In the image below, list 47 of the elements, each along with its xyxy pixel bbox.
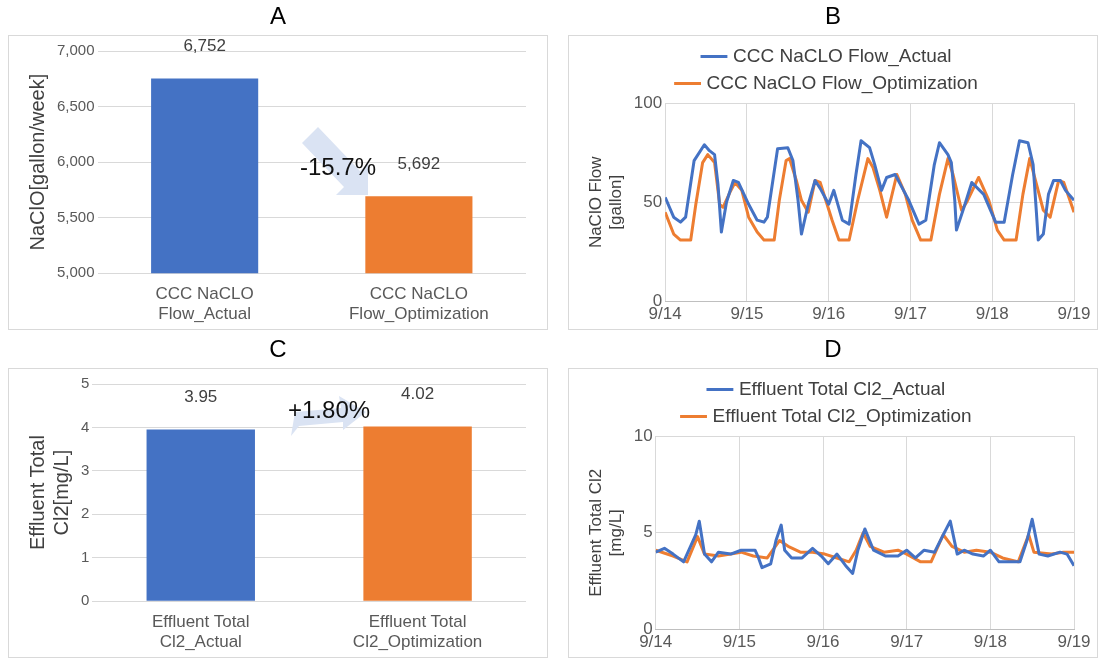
y-tick-label: 0 <box>81 591 90 609</box>
annotation: -15.7% <box>300 153 377 181</box>
x-tick-label: 9/15 <box>730 304 764 324</box>
y-tick-label: 4 <box>81 417 90 435</box>
x-tick-label: 9/18 <box>973 632 1007 652</box>
x-tick-label: 9/17 <box>893 304 928 324</box>
chart-title: A <box>269 2 287 31</box>
x-tick-label: Effluent Total Cl2_Actual <box>151 612 250 652</box>
legend-label: CCC NaCLO Flow_Actual <box>732 44 952 67</box>
data-label: 4.02 <box>401 383 435 403</box>
x-tick-label: 9/16 <box>806 632 840 652</box>
y-tick-label: 50 <box>643 191 663 211</box>
x-tick-label: 9/19 <box>1057 632 1091 652</box>
y-tick-label: 3 <box>81 461 90 479</box>
x-tick-label: 9/19 <box>1057 304 1091 324</box>
y-tick-label: 100 <box>633 92 663 112</box>
y-tick-label: 5,000 <box>56 263 95 281</box>
legend-label: CCC NaCLO Flow_Optimization <box>706 71 978 94</box>
chart-title: B <box>824 2 842 31</box>
chart-title: C <box>268 335 288 364</box>
data-label: 5,692 <box>397 153 441 173</box>
y-axis-title: NaClO Flow [gallon] <box>585 155 626 249</box>
x-tick-label: CCC NaCLO Flow_Optimization <box>348 284 489 324</box>
y-tick-label: 1 <box>81 547 90 565</box>
data-label: 6,752 <box>183 35 226 55</box>
y-tick-label: 6,000 <box>56 152 95 170</box>
y-tick-label: 10 <box>633 425 653 445</box>
chart-title: D <box>823 335 843 364</box>
x-tick-label: 9/16 <box>812 304 846 324</box>
y-tick-label: 2 <box>81 504 90 522</box>
data-label: 3.95 <box>184 386 218 406</box>
annotation: +1.80% <box>288 396 371 424</box>
y-tick-label: 5 <box>81 374 90 392</box>
y-tick-label: 6,500 <box>56 96 95 114</box>
y-axis-title: Effluent Total Cl2[mg/L] <box>25 435 72 551</box>
x-tick-label: CCC NaCLO Flow_Actual <box>155 284 254 324</box>
x-tick-label: 9/18 <box>975 304 1009 324</box>
x-tick-label: 9/17 <box>890 632 924 652</box>
y-tick-label: 5 <box>643 522 653 542</box>
x-tick-label: 9/15 <box>722 632 756 652</box>
legend-label: Effluent Total Cl2_Optimization <box>712 404 972 427</box>
y-axis-title: NaClO[gallon/week] <box>25 73 48 251</box>
y-tick-label: 7,000 <box>56 41 95 59</box>
y-tick-label: 5,500 <box>56 207 95 225</box>
y-axis-title: Effluent Total Cl2 [mg/L] <box>585 468 626 597</box>
legend-label: Effluent Total Cl2_Actual <box>738 377 946 400</box>
x-tick-label: Effluent Total Cl2_Optimization <box>352 612 483 652</box>
